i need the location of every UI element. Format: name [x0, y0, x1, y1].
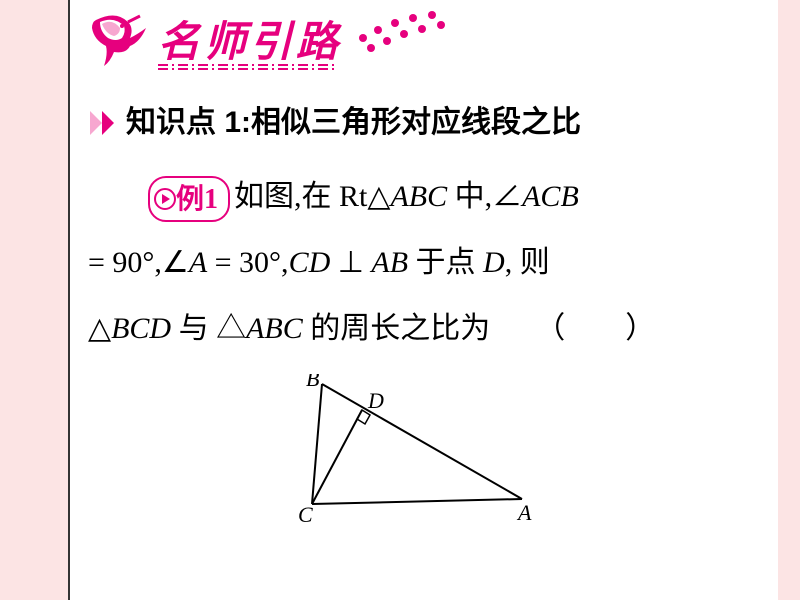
vertex-label-a: A	[516, 500, 532, 525]
content-area: 知识点 1:相似三角形对应线段之比 例1 如图,在 Rt△ABC 中,∠ACB …	[70, 78, 778, 558]
text: △	[88, 312, 111, 345]
vertex-label-c: C	[298, 502, 313, 527]
answer-blank: （ ）	[535, 312, 655, 345]
text: , 则	[505, 246, 550, 279]
vertex-label-d: D	[367, 388, 384, 413]
example-number: 例1	[176, 184, 218, 215]
header: 名师引路	[70, 0, 778, 78]
double-chevron-icon	[88, 109, 122, 137]
text: AB	[371, 246, 408, 279]
text: = 30°,	[207, 246, 288, 279]
text: = 90°,∠	[88, 246, 189, 279]
knowledge-point-heading: 知识点 1:相似三角形对应线段之比	[88, 90, 736, 156]
text: 如图,在 Rt△	[234, 180, 390, 213]
text: A	[189, 246, 207, 279]
text: ACB	[522, 180, 579, 213]
triangle-diagram: B D C A	[88, 374, 736, 558]
hummingbird-icon	[86, 8, 152, 73]
title-underline	[158, 58, 338, 64]
text: 与 △	[171, 312, 246, 345]
text: BCD	[111, 312, 171, 345]
play-icon	[154, 181, 176, 220]
example-badge: 例1	[148, 176, 230, 222]
text: 中,∠	[447, 180, 522, 213]
decorative-dots-icon	[355, 8, 465, 57]
example-body: 例1 如图,在 Rt△ABC 中,∠ACB = 90°,∠A = 30°,CD …	[88, 164, 736, 362]
text: D	[483, 246, 505, 279]
text: ABC	[390, 180, 447, 213]
text: 于点	[408, 246, 483, 279]
text: CD	[289, 246, 331, 279]
page-container: 名师引路	[68, 0, 778, 600]
text: ABC	[246, 312, 303, 345]
text: 的周长之比为	[303, 312, 491, 345]
knowledge-point-label: 知识点 1:相似三角形对应线段之比	[126, 90, 581, 156]
text: ⊥	[330, 246, 371, 279]
vertex-label-b: B	[306, 374, 319, 391]
